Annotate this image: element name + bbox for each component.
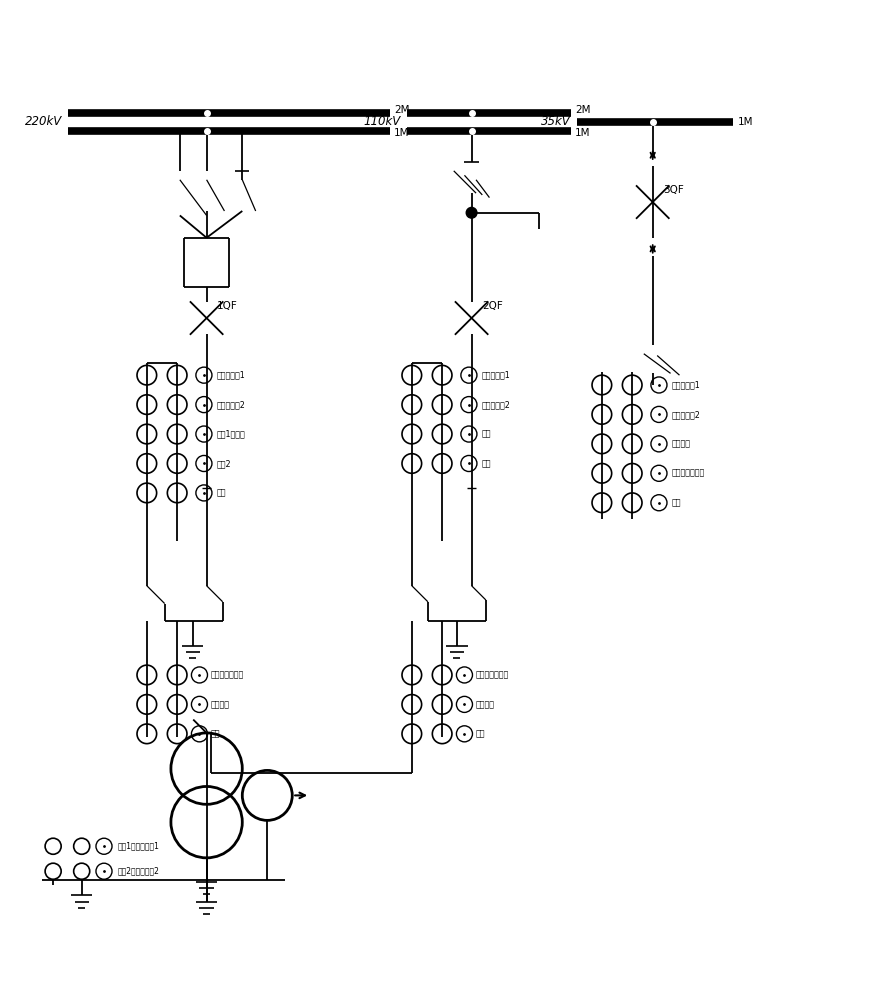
Text: 2QF: 2QF [482, 301, 502, 311]
Text: 测前1，零位监测1: 测前1，零位监测1 [117, 842, 159, 851]
Text: 计量: 计量 [481, 459, 490, 468]
Text: 计量: 计量 [670, 498, 680, 507]
Text: 35kV: 35kV [540, 115, 570, 128]
Text: 1M: 1M [737, 117, 752, 127]
Text: 220kV: 220kV [25, 115, 62, 128]
Text: 纵差，后备1: 纵差，后备1 [216, 370, 245, 379]
Text: 测量，末次检测: 测量，末次检测 [670, 469, 704, 478]
Text: 纵差，后备1: 纵差，后备1 [670, 380, 699, 389]
Text: 1QF: 1QF [217, 301, 238, 311]
Text: 纵差，后备2: 纵差，后备2 [670, 410, 699, 419]
Text: 母差: 母差 [481, 430, 490, 439]
Text: 母差1、复低: 母差1、复低 [216, 430, 245, 439]
Text: 2M: 2M [393, 105, 409, 115]
Text: 3QF: 3QF [662, 185, 683, 195]
Text: 故障录波: 故障录波 [476, 700, 494, 709]
Text: 110kV: 110kV [364, 115, 401, 128]
Text: 故障录波: 故障录波 [211, 700, 230, 709]
Text: 测量，无功监测: 测量，无功监测 [476, 670, 509, 679]
Text: 纵差，后备1: 纵差，后备1 [481, 370, 510, 379]
Text: 备用: 备用 [211, 729, 220, 739]
Text: 测量，无功监测: 测量，无功监测 [211, 670, 244, 679]
Text: 故障录波: 故障录波 [670, 439, 689, 449]
Text: 测前2，零位监测2: 测前2，零位监测2 [117, 867, 159, 876]
Text: 计量: 计量 [216, 489, 225, 497]
Text: 复低2: 复低2 [216, 459, 231, 468]
Text: 1M: 1M [575, 128, 590, 138]
Text: 备用: 备用 [476, 729, 485, 739]
Text: 2M: 2M [575, 105, 590, 115]
Text: 纵差，后备2: 纵差，后备2 [216, 400, 245, 409]
Circle shape [466, 208, 477, 218]
Text: 纵差，后备2: 纵差，后备2 [481, 400, 510, 409]
Text: 1M: 1M [393, 128, 409, 138]
